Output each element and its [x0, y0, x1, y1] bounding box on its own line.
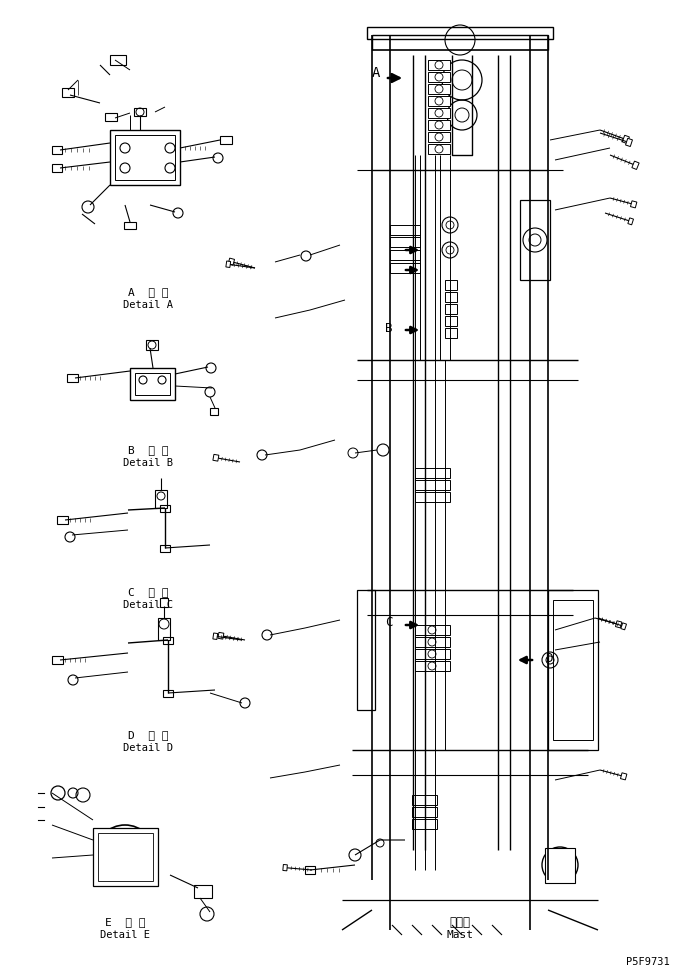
Bar	[415, 649, 450, 659]
Bar	[52, 656, 63, 664]
Bar	[428, 60, 450, 70]
Bar	[428, 84, 450, 94]
Bar	[553, 600, 593, 740]
Polygon shape	[628, 217, 633, 225]
Text: Detail E: Detail E	[100, 930, 150, 940]
Bar	[163, 690, 173, 697]
Bar	[134, 108, 146, 116]
Bar	[428, 120, 450, 130]
Text: A: A	[372, 66, 380, 80]
Bar	[67, 374, 78, 382]
Text: C  詳 細: C 詳 細	[127, 587, 168, 597]
Bar	[124, 222, 136, 229]
Bar	[545, 848, 575, 883]
Bar	[146, 340, 158, 350]
Polygon shape	[283, 865, 287, 871]
Bar	[415, 625, 450, 635]
Text: A  詳 細: A 詳 細	[127, 287, 168, 297]
Bar	[445, 280, 457, 290]
Polygon shape	[630, 201, 637, 208]
Bar	[98, 833, 153, 881]
Polygon shape	[213, 633, 218, 640]
Bar	[93, 828, 158, 886]
Text: D  詳 細: D 詳 細	[127, 730, 168, 740]
Polygon shape	[621, 773, 627, 780]
Bar	[428, 96, 450, 106]
Bar	[210, 408, 218, 415]
Bar	[305, 866, 315, 874]
Bar	[110, 130, 180, 185]
Bar	[57, 516, 68, 524]
Bar	[160, 545, 170, 552]
Text: Detail C: Detail C	[123, 600, 173, 610]
Bar	[548, 590, 598, 750]
Bar	[110, 55, 126, 65]
Bar	[415, 480, 450, 490]
Bar	[390, 263, 420, 273]
Bar	[415, 637, 450, 647]
Bar	[135, 373, 170, 395]
Text: E  詳 細: E 詳 細	[105, 917, 145, 927]
Polygon shape	[622, 136, 629, 143]
Bar	[428, 144, 450, 154]
Bar	[158, 618, 170, 640]
Polygon shape	[213, 454, 219, 461]
Bar	[445, 304, 457, 314]
Bar	[130, 368, 175, 400]
Polygon shape	[226, 261, 231, 267]
Bar	[160, 598, 168, 607]
Bar	[155, 490, 167, 508]
Bar	[428, 108, 450, 118]
Bar	[62, 88, 74, 97]
Text: P5F9731: P5F9731	[626, 957, 670, 967]
Bar	[415, 492, 450, 502]
Bar	[357, 590, 375, 710]
Text: Mast: Mast	[446, 930, 473, 940]
Text: マスト: マスト	[449, 916, 471, 928]
Bar	[163, 637, 173, 644]
Bar	[390, 237, 420, 247]
Bar	[520, 200, 550, 280]
Bar	[390, 225, 420, 235]
Polygon shape	[218, 633, 224, 640]
Bar	[105, 113, 117, 121]
Bar	[52, 164, 62, 172]
Bar	[412, 807, 437, 817]
Text: B  詳 細: B 詳 細	[127, 445, 168, 455]
Text: D: D	[545, 651, 553, 665]
Text: B: B	[386, 322, 393, 334]
Bar	[412, 819, 437, 829]
Text: Detail D: Detail D	[123, 743, 173, 753]
Polygon shape	[615, 621, 622, 628]
Bar	[445, 328, 457, 338]
Bar	[194, 885, 212, 898]
Bar	[220, 136, 232, 144]
Bar	[445, 316, 457, 326]
Text: Detail B: Detail B	[123, 458, 173, 468]
Bar	[52, 146, 62, 154]
Polygon shape	[228, 258, 234, 265]
Bar	[390, 250, 420, 260]
Text: Detail A: Detail A	[123, 300, 173, 310]
Bar	[367, 27, 553, 39]
Bar	[428, 132, 450, 142]
Bar	[428, 72, 450, 82]
Polygon shape	[626, 138, 633, 146]
Polygon shape	[621, 623, 626, 630]
Bar	[415, 468, 450, 478]
Bar	[115, 135, 175, 180]
Bar	[445, 292, 457, 302]
Bar	[415, 661, 450, 671]
Text: C: C	[386, 616, 393, 630]
Bar	[160, 505, 170, 512]
Polygon shape	[632, 161, 639, 170]
Bar	[412, 795, 437, 805]
